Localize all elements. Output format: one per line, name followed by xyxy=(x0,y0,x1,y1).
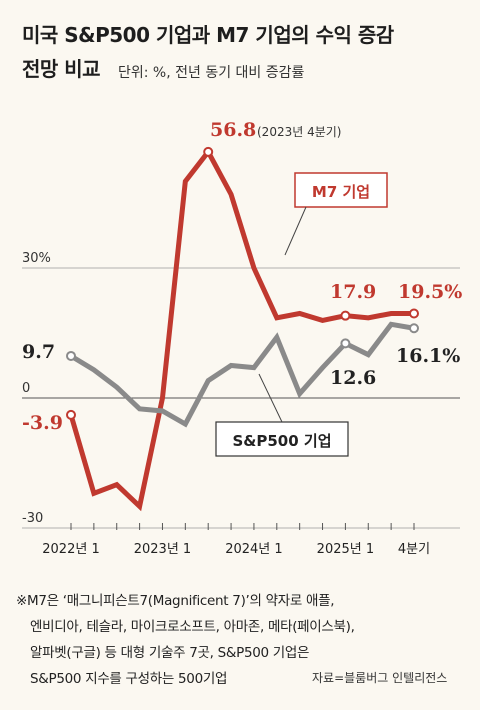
label-sp-end: 16.1% xyxy=(396,345,460,367)
title-line2: 전망 비교 xyxy=(22,57,101,81)
y-tick-label: 0 xyxy=(22,381,30,396)
leader-line-sp500 xyxy=(258,373,283,423)
label-m7-q1-2025: 17.9 xyxy=(330,281,376,303)
title-line1: 미국 S&P500 기업과 M7 기업의 수익 증감 xyxy=(22,23,394,47)
source-label: 자료=블룸버그 인텔리전스 xyxy=(312,671,448,685)
legend-label-sp500: S&P500 기업 xyxy=(232,432,331,450)
x-tick-label: 2025년 1 xyxy=(317,542,374,557)
marker-sp-end xyxy=(409,323,419,334)
marker-m7-peak xyxy=(203,146,214,157)
x-tick-label: 2024년 1 xyxy=(225,542,282,557)
footnote-line4: S&P500 지수를 구성하는 500기업 xyxy=(30,671,228,687)
label-sp-start: 9.7 xyxy=(22,341,55,363)
legend-box-sp500 xyxy=(215,421,349,457)
label-sp-q1-2025: 12.6 xyxy=(330,367,376,389)
marker-sp-start xyxy=(66,350,76,361)
label-m7-start: -3.9 xyxy=(22,412,63,434)
x-tick-label: 2023년 1 xyxy=(134,542,191,557)
legend-label-m7: M7 기업 xyxy=(312,183,370,201)
marker-m7-q1-2025 xyxy=(340,310,351,321)
series-line-m7 xyxy=(68,147,414,512)
chart-title: 미국 S&P500 기업과 M7 기업의 수익 증감 전망 비교 xyxy=(22,18,462,86)
series-line-sp500 xyxy=(69,321,415,428)
label-m7-end: 19.5% xyxy=(398,281,462,303)
x-tick-label: 4분기 xyxy=(398,542,430,557)
footnote: ※M7은 ‘매그니피슨트7(Magnificent 7)’의 약자로 애플, 엔… xyxy=(16,588,466,692)
label-m7-peak-value: 56.8 xyxy=(210,119,256,141)
leader-line-m7 xyxy=(284,206,307,256)
footnote-line3: 알파벳(구글) 등 대형 기술주 7곳, S&P500 기업은 xyxy=(30,645,310,661)
y-tick-label: 30% xyxy=(22,251,51,266)
label-m7-peak-note: (2023년 4분기) xyxy=(257,125,341,139)
marker-m7-start xyxy=(66,409,76,420)
y-tick-label: -30 xyxy=(22,511,43,526)
marker-sp-q1-2025 xyxy=(340,338,351,349)
legend-box-m7 xyxy=(294,172,388,208)
footnote-line2: 엔비디아, 테슬라, 마이크로소프트, 아마존, 메타(페이스북), xyxy=(30,619,355,635)
line-chart: 30% 0 -30 2022년 1 2023년 1 2024년 1 2025년 1 4분기 -3… xyxy=(22,119,462,557)
x-tick-label: 2022년 1 xyxy=(42,542,99,557)
marker-m7-end xyxy=(409,308,419,319)
footnote-line1: ※M7은 ‘매그니피슨트7(Magnificent 7)’의 약자로 애플, xyxy=(16,593,335,609)
unit-label: 단위: %, 전년 동기 대비 증감률 xyxy=(118,65,305,81)
